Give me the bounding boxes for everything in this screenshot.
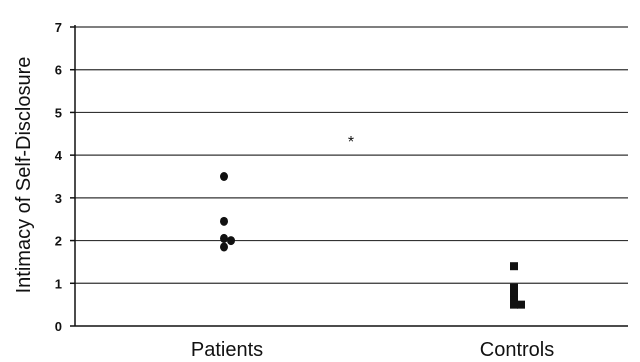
control-data-point — [510, 262, 518, 271]
annotations: * — [348, 134, 354, 151]
y-tick-label: 0 — [55, 319, 62, 334]
x-category-label: Controls — [480, 339, 554, 361]
axes — [74, 25, 628, 327]
control-data-point — [510, 300, 518, 309]
patient-data-point — [220, 172, 228, 181]
patient-data-point — [220, 233, 228, 243]
control-data-point — [510, 296, 518, 305]
y-tick-label: 7 — [55, 20, 62, 35]
y-tick-label: 5 — [55, 105, 62, 120]
x-category-labels: Patients Controls — [191, 339, 554, 361]
control-data-point — [517, 300, 525, 309]
patient-data-point — [227, 236, 235, 246]
control-data-point — [510, 289, 518, 298]
x-category-label: Patients — [191, 339, 263, 361]
patient-data-point — [220, 242, 228, 252]
patient-data-point — [220, 216, 228, 226]
significance-marker: * — [348, 134, 354, 151]
control-data-point — [510, 283, 518, 292]
data-points — [220, 172, 525, 309]
y-tick-label: 2 — [55, 234, 62, 249]
y-tick-labels: 0 1 2 3 4 5 6 7 — [55, 20, 63, 334]
y-tick-label: 6 — [55, 63, 62, 78]
y-tick-label: 1 — [55, 276, 62, 291]
y-tick-label: 3 — [55, 191, 62, 206]
y-tick-label: 4 — [55, 148, 63, 163]
y-axis-title: Intimacy of Self-Disclosure — [13, 57, 35, 294]
gridlines — [70, 26, 628, 327]
